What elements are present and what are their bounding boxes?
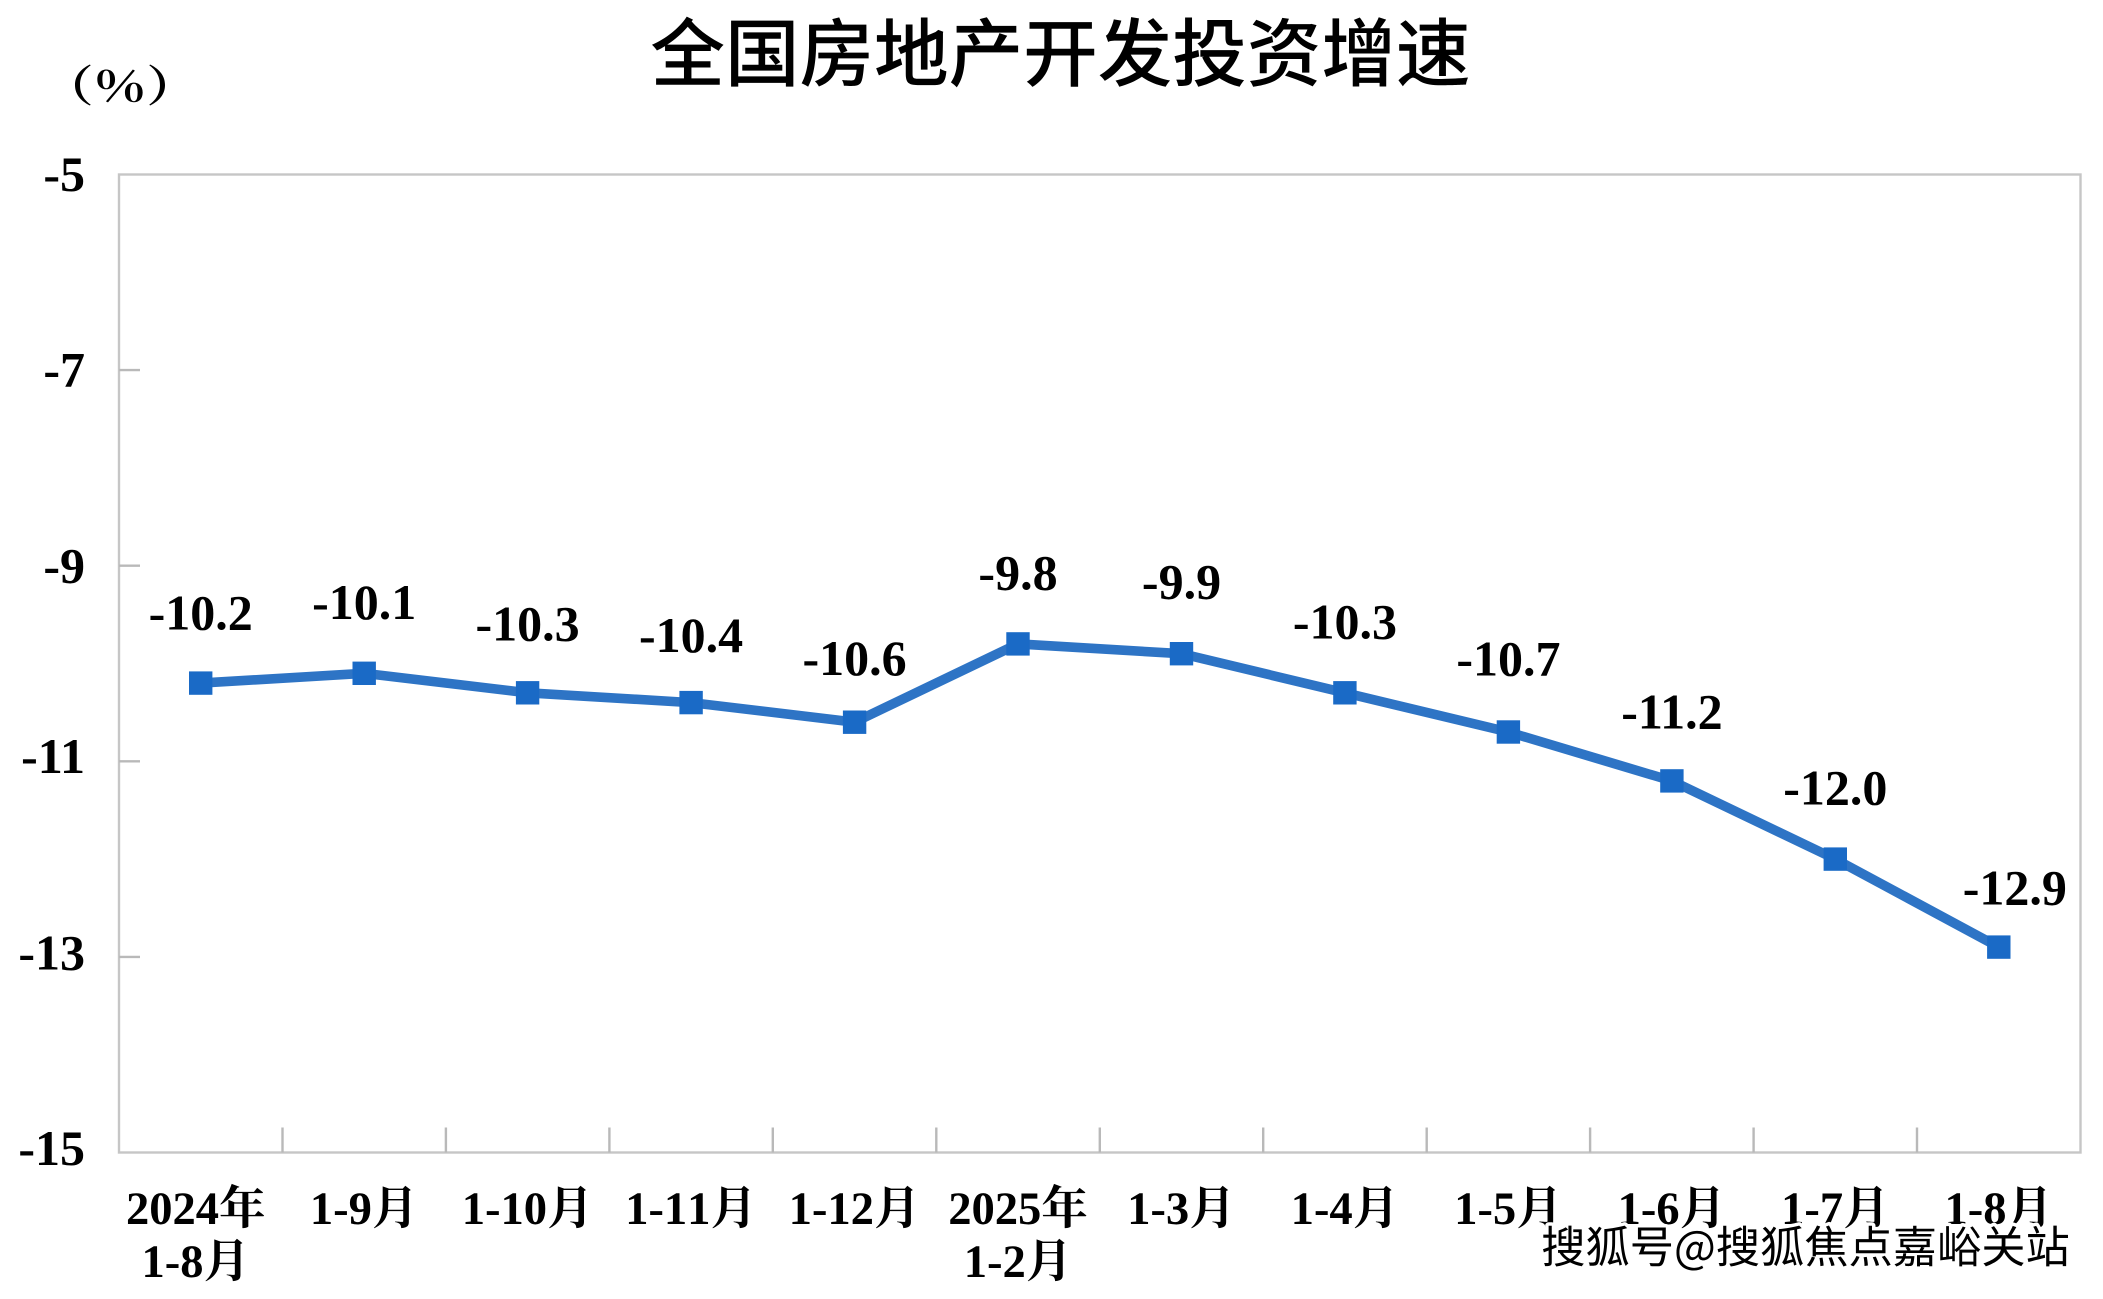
svg-text:-13: -13 (18, 925, 85, 981)
svg-text:-7: -7 (43, 342, 85, 398)
svg-text:-12.9: -12.9 (1963, 860, 2067, 916)
svg-text:-10.2: -10.2 (149, 585, 253, 641)
svg-text:-11.2: -11.2 (1621, 684, 1722, 740)
svg-text:-9.9: -9.9 (1142, 553, 1221, 609)
svg-text:-11: -11 (21, 728, 85, 784)
svg-text:-12.0: -12.0 (1783, 760, 1887, 816)
svg-text:-10.1: -10.1 (312, 574, 416, 630)
svg-text:-9: -9 (43, 537, 85, 593)
svg-text:-15: -15 (18, 1120, 85, 1176)
svg-text:-10.6: -10.6 (803, 630, 907, 686)
svg-text:-10.4: -10.4 (639, 607, 743, 663)
svg-text:-5: -5 (43, 146, 85, 202)
svg-text:-10.3: -10.3 (476, 595, 580, 651)
svg-text:-9.8: -9.8 (978, 545, 1057, 601)
svg-text:-10.3: -10.3 (1293, 593, 1397, 649)
svg-text:-10.7: -10.7 (1456, 631, 1560, 687)
